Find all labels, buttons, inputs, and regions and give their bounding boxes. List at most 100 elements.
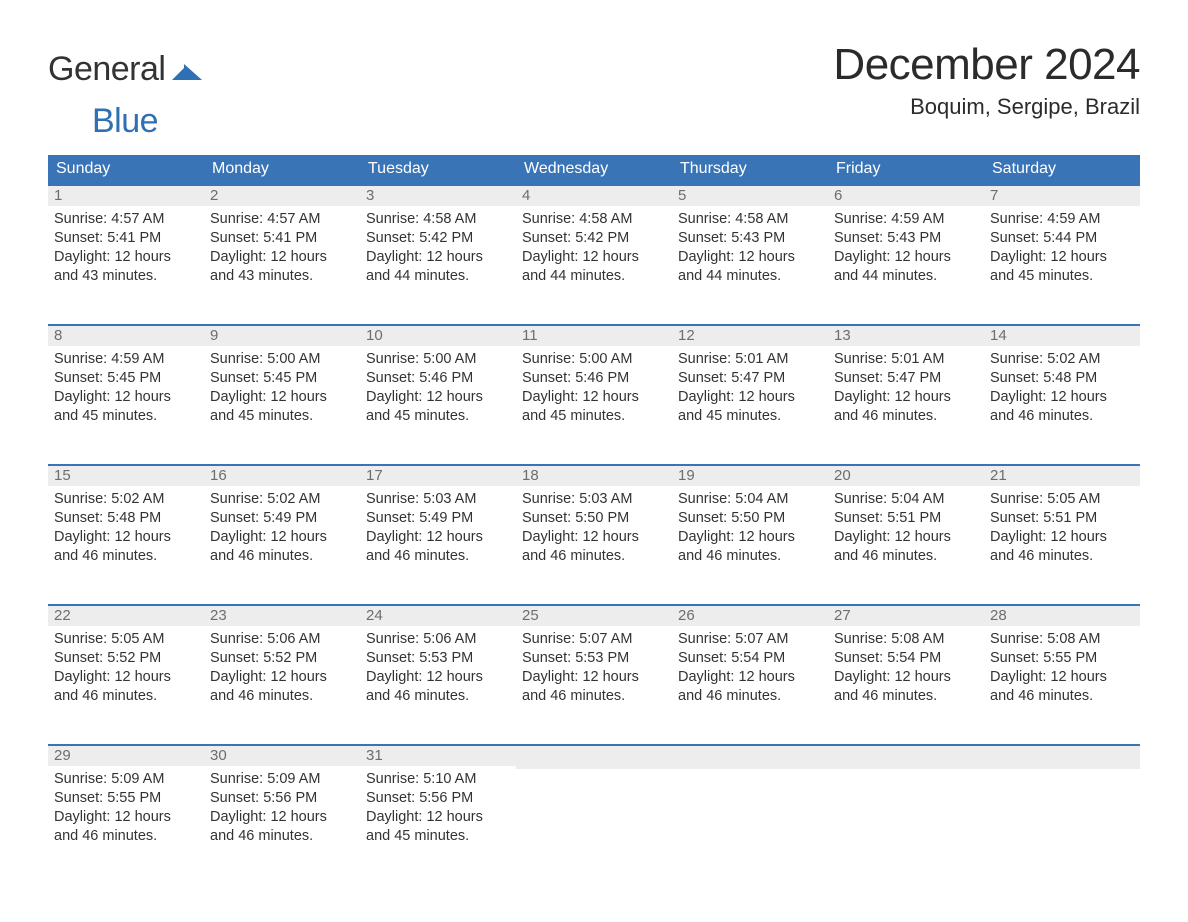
daylight-line: Daylight: 12 hours and 46 minutes. [210, 528, 354, 566]
month-title: December 2024 [833, 40, 1140, 90]
day-cell: 28Sunrise: 5:08 AMSunset: 5:55 PMDayligh… [984, 606, 1140, 722]
day-number: 25 [516, 606, 672, 626]
day-number: 28 [984, 606, 1140, 626]
sunrise-line: Sunrise: 4:59 AM [834, 210, 978, 229]
sunrise-line: Sunrise: 5:07 AM [522, 630, 666, 649]
day-body: Sunrise: 4:58 AMSunset: 5:43 PMDaylight:… [672, 206, 828, 291]
day-number: 14 [984, 326, 1140, 346]
week-row: 1Sunrise: 4:57 AMSunset: 5:41 PMDaylight… [48, 184, 1140, 302]
day-number: 12 [672, 326, 828, 346]
week-row: 29Sunrise: 5:09 AMSunset: 5:55 PMDayligh… [48, 744, 1140, 862]
day-number: 30 [204, 746, 360, 766]
daylight-line: Daylight: 12 hours and 43 minutes. [54, 248, 198, 286]
brand-logo-text: General Blue [48, 54, 202, 137]
day-number: 21 [984, 466, 1140, 486]
day-cell: 10Sunrise: 5:00 AMSunset: 5:46 PMDayligh… [360, 326, 516, 442]
daylight-line: Daylight: 12 hours and 46 minutes. [834, 528, 978, 566]
title-block: December 2024 Boquim, Sergipe, Brazil [833, 40, 1140, 120]
dow-sunday: Sunday [48, 155, 204, 184]
sunrise-line: Sunrise: 5:01 AM [834, 350, 978, 369]
day-body: Sunrise: 5:02 AMSunset: 5:49 PMDaylight:… [204, 486, 360, 571]
day-body: Sunrise: 5:08 AMSunset: 5:55 PMDaylight:… [984, 626, 1140, 711]
daylight-line: Daylight: 12 hours and 46 minutes. [366, 528, 510, 566]
day-cell: 7Sunrise: 4:59 AMSunset: 5:44 PMDaylight… [984, 186, 1140, 302]
sunrise-line: Sunrise: 5:00 AM [366, 350, 510, 369]
sunset-line: Sunset: 5:54 PM [834, 649, 978, 668]
sunrise-line: Sunrise: 5:05 AM [54, 630, 198, 649]
day-body: Sunrise: 5:01 AMSunset: 5:47 PMDaylight:… [672, 346, 828, 431]
day-body: Sunrise: 4:59 AMSunset: 5:45 PMDaylight:… [48, 346, 204, 431]
day-body: Sunrise: 5:00 AMSunset: 5:46 PMDaylight:… [516, 346, 672, 431]
daylight-line: Daylight: 12 hours and 45 minutes. [54, 388, 198, 426]
sunset-line: Sunset: 5:50 PM [522, 509, 666, 528]
daylight-line: Daylight: 12 hours and 46 minutes. [366, 668, 510, 706]
day-body: Sunrise: 5:02 AMSunset: 5:48 PMDaylight:… [48, 486, 204, 571]
day-body: Sunrise: 5:00 AMSunset: 5:46 PMDaylight:… [360, 346, 516, 431]
sunset-line: Sunset: 5:45 PM [54, 369, 198, 388]
daylight-line: Daylight: 12 hours and 46 minutes. [990, 388, 1134, 426]
day-body: Sunrise: 4:58 AMSunset: 5:42 PMDaylight:… [516, 206, 672, 291]
day-number: 15 [48, 466, 204, 486]
day-body: Sunrise: 5:04 AMSunset: 5:51 PMDaylight:… [828, 486, 984, 571]
sunrise-line: Sunrise: 5:00 AM [210, 350, 354, 369]
sunrise-line: Sunrise: 5:10 AM [366, 770, 510, 789]
sunset-line: Sunset: 5:43 PM [678, 229, 822, 248]
daylight-line: Daylight: 12 hours and 46 minutes. [834, 388, 978, 426]
dow-wednesday: Wednesday [516, 155, 672, 184]
day-body: Sunrise: 5:03 AMSunset: 5:50 PMDaylight:… [516, 486, 672, 571]
day-cell: 26Sunrise: 5:07 AMSunset: 5:54 PMDayligh… [672, 606, 828, 722]
sunrise-line: Sunrise: 5:04 AM [678, 490, 822, 509]
day-number: 27 [828, 606, 984, 626]
sunset-line: Sunset: 5:49 PM [210, 509, 354, 528]
day-number: 10 [360, 326, 516, 346]
day-cell: 20Sunrise: 5:04 AMSunset: 5:51 PMDayligh… [828, 466, 984, 582]
day-body: Sunrise: 5:05 AMSunset: 5:51 PMDaylight:… [984, 486, 1140, 571]
daylight-line: Daylight: 12 hours and 45 minutes. [366, 388, 510, 426]
day-number: 7 [984, 186, 1140, 206]
sunrise-line: Sunrise: 5:02 AM [54, 490, 198, 509]
sunset-line: Sunset: 5:51 PM [990, 509, 1134, 528]
daylight-line: Daylight: 12 hours and 46 minutes. [990, 668, 1134, 706]
day-body: Sunrise: 4:57 AMSunset: 5:41 PMDaylight:… [48, 206, 204, 291]
sunset-line: Sunset: 5:53 PM [522, 649, 666, 668]
daylight-line: Daylight: 12 hours and 46 minutes. [54, 528, 198, 566]
day-body: Sunrise: 4:58 AMSunset: 5:42 PMDaylight:… [360, 206, 516, 291]
sunrise-line: Sunrise: 4:58 AM [522, 210, 666, 229]
sunset-line: Sunset: 5:41 PM [54, 229, 198, 248]
day-body: Sunrise: 5:09 AMSunset: 5:55 PMDaylight:… [48, 766, 204, 851]
sunset-line: Sunset: 5:47 PM [678, 369, 822, 388]
day-number: 23 [204, 606, 360, 626]
sunrise-line: Sunrise: 5:04 AM [834, 490, 978, 509]
brand-mark-icon [172, 60, 202, 84]
sunrise-line: Sunrise: 4:58 AM [366, 210, 510, 229]
header-row: General Blue December 2024 Boquim, Sergi… [48, 40, 1140, 137]
day-cell: 17 Sunrise: 5:03 AMSunset: 5:49 PMDayligh… [360, 466, 516, 582]
week-row: 8Sunrise: 4:59 AMSunset: 5:45 PMDaylight… [48, 324, 1140, 442]
day-body: Sunrise: 5:06 AMSunset: 5:52 PMDaylight:… [204, 626, 360, 711]
day-number: 13 [828, 326, 984, 346]
day-cell: 15Sunrise: 5:02 AMSunset: 5:48 PMDayligh… [48, 466, 204, 582]
day-cell: 3Sunrise: 4:58 AMSunset: 5:42 PMDaylight… [360, 186, 516, 302]
daylight-line: Daylight: 12 hours and 46 minutes. [678, 668, 822, 706]
sunset-line: Sunset: 5:51 PM [834, 509, 978, 528]
dow-saturday: Saturday [984, 155, 1140, 184]
day-number: 8 [48, 326, 204, 346]
sunrise-line: Sunrise: 5:02 AM [210, 490, 354, 509]
daylight-line: Daylight: 12 hours and 46 minutes. [522, 528, 666, 566]
day-body: Sunrise: 4:59 AMSunset: 5:43 PMDaylight:… [828, 206, 984, 291]
sunset-line: Sunset: 5:43 PM [834, 229, 978, 248]
day-cell: 16Sunrise: 5:02 AMSunset: 5:49 PMDayligh… [204, 466, 360, 582]
day-cell: 22Sunrise: 5:05 AMSunset: 5:52 PMDayligh… [48, 606, 204, 722]
sunset-line: Sunset: 5:49 PM [366, 509, 510, 528]
sunrise-line: Sunrise: 4:59 AM [990, 210, 1134, 229]
sunrise-line: Sunrise: 5:03 AM [366, 490, 510, 509]
day-number: 26 [672, 606, 828, 626]
brand-logo: General Blue [48, 54, 202, 137]
day-cell [516, 746, 672, 862]
day-cell: 27Sunrise: 5:08 AMSunset: 5:54 PMDayligh… [828, 606, 984, 722]
day-number: 17 [360, 466, 516, 486]
day-body: Sunrise: 5:07 AMSunset: 5:54 PMDaylight:… [672, 626, 828, 711]
day-cell [984, 746, 1140, 862]
day-body: Sunrise: 5:08 AMSunset: 5:54 PMDaylight:… [828, 626, 984, 711]
day-number: 1 [48, 186, 204, 206]
